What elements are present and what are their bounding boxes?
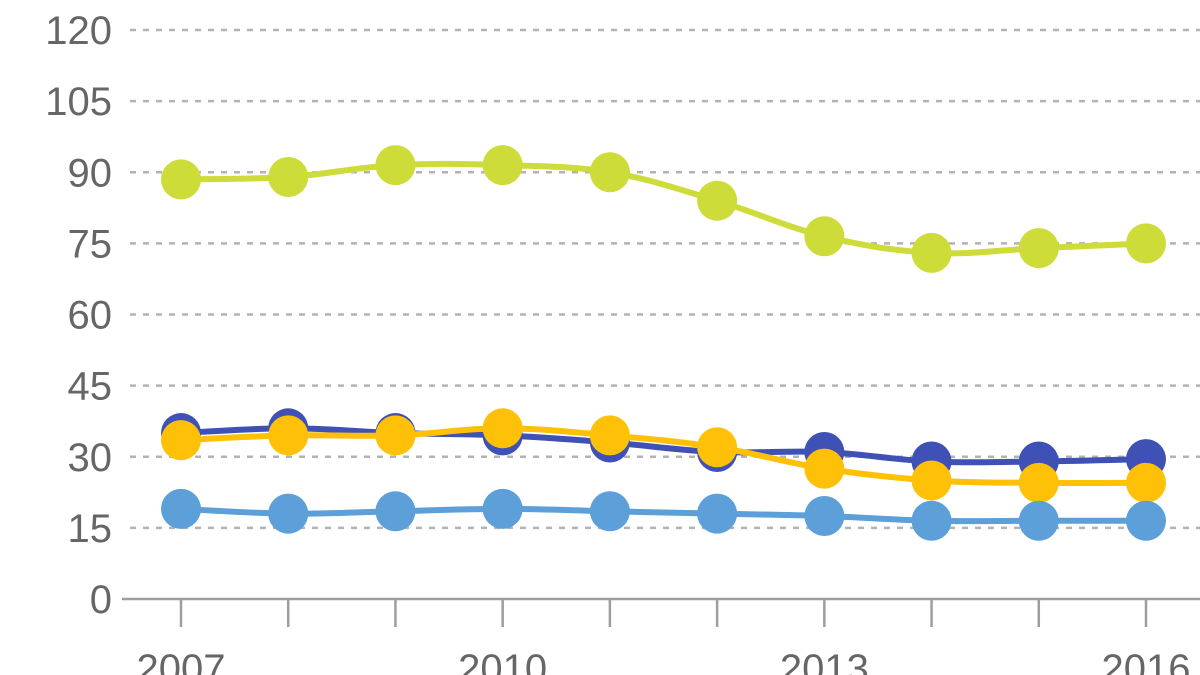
x-tick-label: 2016	[1102, 647, 1191, 675]
data-point	[697, 427, 738, 468]
x-tick-label: 2013	[780, 647, 869, 675]
x-tick-label: 2007	[137, 647, 226, 675]
data-point	[589, 152, 630, 193]
y-tick-label: 105	[45, 80, 112, 124]
data-point	[697, 180, 738, 221]
series-line	[178, 505, 1149, 525]
y-tick-label: 15	[68, 507, 113, 551]
data-point	[589, 491, 630, 532]
y-tick-label: 0	[90, 578, 112, 622]
data-point	[482, 145, 523, 186]
data-point	[268, 415, 309, 456]
series-line	[178, 160, 1149, 257]
y-tick-label: 75	[68, 222, 113, 266]
data-point	[911, 460, 952, 501]
series-lines	[161, 145, 1166, 541]
series-line	[178, 425, 1149, 466]
grid-lines	[130, 28, 1200, 530]
data-point	[1126, 462, 1166, 503]
data-point	[1018, 228, 1059, 269]
y-tick-label: 30	[68, 436, 113, 480]
series-3	[161, 408, 1166, 503]
data-point	[482, 408, 523, 449]
data-point	[589, 415, 630, 456]
data-point	[1018, 500, 1059, 541]
data-point	[375, 145, 416, 186]
x-tick-label: 2010	[458, 647, 547, 675]
data-point	[911, 500, 952, 541]
series-4	[161, 488, 1166, 541]
data-point	[375, 415, 416, 456]
data-point	[1126, 223, 1166, 264]
data-point	[804, 216, 845, 257]
data-point	[161, 488, 201, 529]
y-tick-label: 60	[68, 294, 113, 338]
y-tick-label: 120	[45, 9, 112, 53]
y-axis-tick-labels: 0 15 30 45 60 75 90 105 120	[45, 9, 112, 622]
data-point	[482, 488, 523, 529]
data-point	[268, 493, 309, 534]
series-2	[161, 408, 1166, 482]
data-point	[804, 496, 845, 537]
y-tick-label: 45	[68, 365, 113, 409]
data-point	[161, 420, 201, 461]
data-point	[1126, 500, 1166, 541]
x-axis: 2007 2010 2013 2016	[122, 597, 1200, 675]
data-point	[268, 156, 309, 197]
data-point	[375, 491, 416, 532]
data-point	[804, 448, 845, 489]
data-point	[1018, 462, 1059, 503]
series-line	[178, 425, 1149, 487]
data-point	[161, 159, 201, 200]
data-point	[911, 232, 952, 273]
data-point	[697, 493, 738, 534]
series-1	[161, 145, 1166, 273]
y-tick-label: 90	[68, 151, 113, 195]
